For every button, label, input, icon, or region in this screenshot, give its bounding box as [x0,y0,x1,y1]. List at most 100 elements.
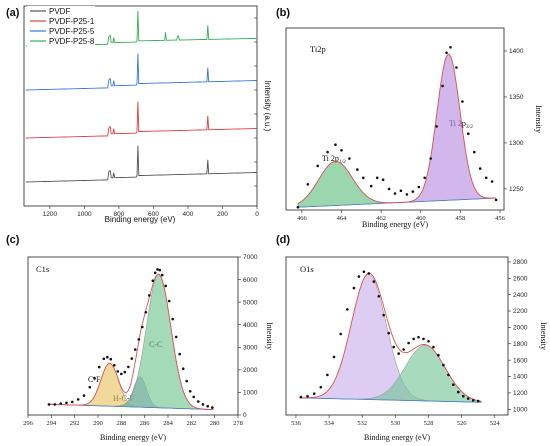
x-tick-label-a: 0 [255,211,259,218]
data-point-d [332,355,336,359]
data-point-c [116,370,120,373]
data-point-b [478,167,482,170]
panel-letter-d: (d) [276,234,290,246]
data-point-c [120,372,123,376]
data-point-b [387,187,391,191]
data-point-b [449,46,452,49]
data-point-c [93,376,96,380]
x-tick-label-b: 462 [376,215,386,222]
data-point-d [372,280,376,283]
data-point-b [467,132,470,135]
y-tick-label-c: 6000 [243,277,258,284]
data-point-d [352,286,356,290]
y-tick-label-b: 1300 [509,140,524,147]
x-tick-label-a: 1000 [77,211,92,218]
data-point-c [171,317,174,321]
data-point-c [181,367,185,371]
legend-label-2: PVDF-P25-5 [49,27,95,36]
y-tick-label-d: 2200 [513,308,528,315]
y-tick-label-c: 1000 [243,390,258,397]
x-tick-label-d: 526 [457,420,468,427]
data-point-c [156,268,159,271]
x-tick-label-d: 524 [490,420,501,427]
y-tick-label-b: 1350 [509,94,524,101]
x-tick-label-c: 290 [93,420,103,427]
data-point-b [369,184,373,188]
legend-label-0: PVDF [49,7,70,16]
panel-a-ylabel: Intensity (a.u.) [263,81,272,132]
y-tick-label-c: 3000 [243,344,258,351]
data-point-d [462,394,465,398]
data-point-c [211,406,214,409]
data-point-c [76,398,80,401]
data-point-b [490,180,494,183]
y-tick-label-d: 1800 [513,341,528,348]
data-point-c [153,271,157,275]
data-point-c [97,365,101,369]
data-point-b [296,205,300,209]
x-tick-label-b: 458 [456,215,466,222]
data-point-c [88,385,92,389]
panel-b-title: Ti2p [310,44,326,54]
peak-label-cf: C-F [88,375,101,384]
x-tick-label-c: 284 [163,420,174,427]
data-point-b [306,183,310,186]
x-tick-label-d: 530 [390,420,400,427]
data-point-c [127,365,130,369]
x-tick-label-b: 466 [297,215,308,222]
panel-d-xlabel: Binding energy (eV) [364,433,430,442]
data-point-c [178,352,181,356]
component-peak-c-2 [47,274,214,410]
legend-label-3: PVDF-P25-8 [49,37,95,46]
data-point-c [164,284,167,288]
x-tick-label-b: 456 [495,215,506,222]
data-point-c [144,311,148,314]
panel-a-frame [23,5,258,207]
data-point-d [362,270,366,274]
data-point-b [484,176,488,180]
panel-c-title: C1s [36,264,49,274]
data-point-b [393,192,397,195]
data-point-d [339,332,343,336]
x-tick-label-c: 278 [233,420,243,427]
series-line-pvdf-p25-5 [25,53,257,91]
x-tick-label-c: 286 [140,420,151,427]
x-tick-label-c: 280 [210,420,220,427]
data-point-d [417,335,420,339]
series-line-pvdf-p25-1 [25,101,257,139]
data-point-c [71,400,74,404]
x-tick-label-a: 800 [113,211,124,218]
data-point-c [137,338,141,341]
data-point-d [377,295,381,298]
data-point-c [185,379,188,383]
fit-envelope-d [299,272,482,402]
data-point-b [473,150,476,154]
data-point-c [47,403,51,406]
x-tick-label-c: 288 [116,420,126,427]
fit-envelope-c [47,273,214,411]
data-point-b [445,51,448,55]
data-point-b [381,178,385,181]
panel-d-ylabel: Intensity [539,322,548,350]
data-point-d [447,373,450,377]
data-point-d [457,390,460,394]
data-point-c [53,403,57,406]
data-point-d [452,383,455,387]
data-point-c [102,357,106,361]
y-tick-label-c: 4000 [243,322,258,329]
x-tick-label-d: 528 [424,420,434,427]
y-tick-label-b: 1400 [509,48,524,55]
data-point-d [357,275,361,278]
panel-b-ylabel: Intensity [534,105,543,133]
data-point-b [399,189,403,192]
data-point-b [423,176,427,180]
y-tick-label-d: 2000 [513,325,528,332]
data-point-d [407,341,410,345]
data-point-c [113,364,116,367]
x-tick-label-a: 600 [148,211,159,218]
x-tick-label-a: 1200 [43,211,58,218]
data-point-d [346,308,349,311]
data-point-b [362,176,365,180]
data-point-b [356,168,359,171]
